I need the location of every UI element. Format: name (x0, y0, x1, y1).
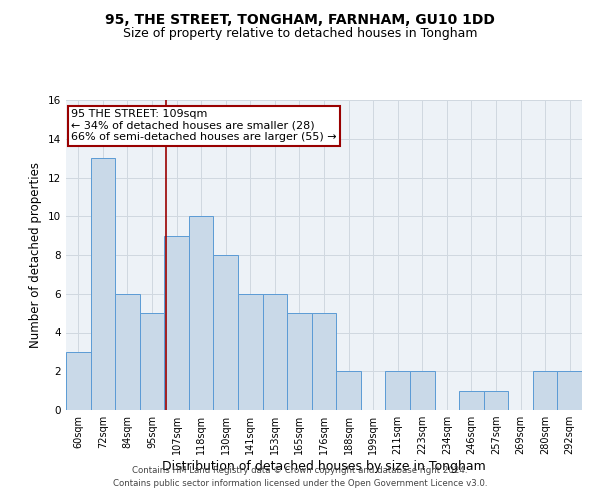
Bar (140, 313, 164, 410)
Text: Contains HM Land Registry data © Crown copyright and database right 2024.
Contai: Contains HM Land Registry data © Crown c… (113, 466, 487, 487)
Text: 95 THE STREET: 109sqm
← 34% of detached houses are smaller (28)
66% of semi-deta: 95 THE STREET: 109sqm ← 34% of detached … (71, 110, 337, 142)
Bar (533, 371, 557, 410)
X-axis label: Distribution of detached houses by size in Tongham: Distribution of detached houses by size … (162, 460, 486, 473)
Bar (238, 294, 263, 410)
Bar (312, 313, 336, 410)
Bar (459, 390, 484, 410)
Bar (91, 158, 115, 410)
Bar (336, 371, 361, 410)
Bar (164, 236, 189, 410)
Y-axis label: Number of detached properties: Number of detached properties (29, 162, 43, 348)
Bar (263, 294, 287, 410)
Bar (410, 371, 434, 410)
Text: 95, THE STREET, TONGHAM, FARNHAM, GU10 1DD: 95, THE STREET, TONGHAM, FARNHAM, GU10 1… (105, 12, 495, 26)
Bar (214, 255, 238, 410)
Text: Size of property relative to detached houses in Tongham: Size of property relative to detached ho… (123, 28, 477, 40)
Bar (115, 294, 140, 410)
Bar (66, 352, 91, 410)
Bar (557, 371, 582, 410)
Bar (287, 313, 312, 410)
Bar (484, 390, 508, 410)
Bar (189, 216, 214, 410)
Bar (385, 371, 410, 410)
